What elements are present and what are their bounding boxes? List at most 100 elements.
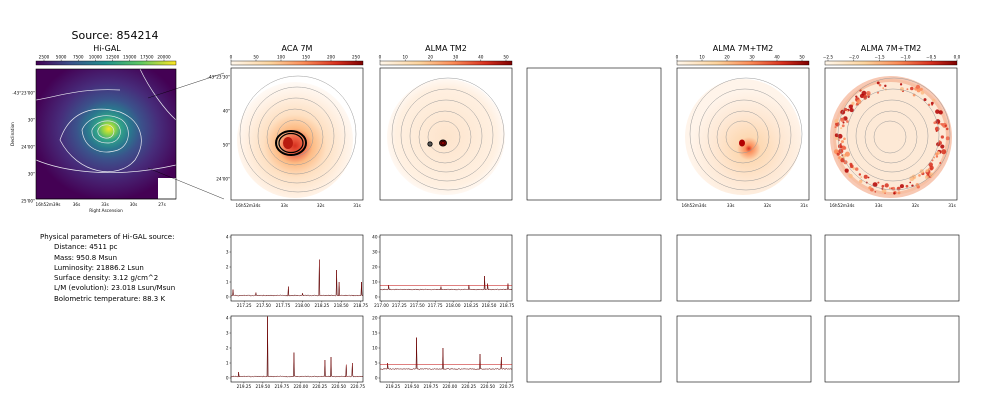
colorbar-tick-label: 30 [453,55,459,60]
y-tick-label: 20 [372,316,378,321]
emission-blob [928,162,933,167]
emission-blob [881,188,887,194]
emission-blob [935,152,939,156]
y-tick-label: 40 [372,235,378,240]
emission-blob [834,133,839,138]
emission-blob [840,158,845,163]
emission-blob [849,108,854,113]
emission-blob [910,86,914,91]
x-tick-label: 220.50 [480,384,495,389]
ra-tick-label: 33s [875,203,883,208]
emission-blob [846,120,849,123]
empty-panel-4 [824,234,960,302]
empty-panel-6 [676,315,812,383]
colorbar-tick-label: 20 [428,55,434,60]
x-tick-label: 217.50 [256,303,271,308]
emission-blob [940,135,944,139]
aca7m-title: ACA 7M [282,44,313,53]
emission-blob [844,151,850,157]
dec-tick-label: 50" [223,143,230,148]
x-tick-label: 220.00 [442,384,457,389]
colorbar-tick-label: 150 [302,55,310,60]
spectrum-tm2-spw2: 0 5 10 15 20 219.25 219.50 219.75 220.00 220.25 22… [372,316,514,390]
y-tick-label: 0 [375,295,378,300]
emission-blob [849,164,854,169]
y-tick-label: 3 [226,250,229,255]
y-tick-label: 3 [226,331,229,336]
x-tick-label: 220.25 [312,384,327,389]
colorbar-tick-label: 40 [478,55,484,60]
y-tick-label: 10 [372,346,378,351]
emission-blob [859,93,865,99]
colorbar-tick-label: 12500 [106,55,120,60]
empty-panel-3 [676,234,812,302]
param-lm-evolution: L/M (evolution): 23.018 Lsun/Msun [54,284,176,293]
colorbar-tick-label: 10 [699,55,705,60]
spectrum-aca7m-spw1: 0 1 2 3 4 217.25 217.50 217.75 218.00 218.25 218.5… [226,235,369,309]
ra-tick-label: 31s [353,203,361,208]
emission-blob [840,140,844,144]
emission-blob [899,87,904,92]
x-tick-label: 217.75 [428,303,443,308]
x-tick-label: 220.50 [331,384,346,389]
spectrum-line-overlay [379,275,513,291]
x-tick-label: 217.25 [392,303,407,308]
emission-blob [840,109,846,115]
colorbar-tick-label: 30 [749,55,755,60]
y-tick-label: 0 [375,376,378,381]
y-tick-label: 15 [372,331,378,336]
dec-tick-label: 30" [28,118,35,123]
higal-contours [35,68,177,173]
colorbar-tick-label: 0 [230,55,233,60]
x-tick-label: 219.50 [405,384,420,389]
spectrum-frame [230,234,364,302]
x-tick-label: 217.75 [276,303,291,308]
emission-blob [834,126,837,129]
spectrum-frame [230,315,364,383]
ra-tick-label: 33s [727,203,735,208]
spectrum-frame [379,234,513,302]
x-tick-label: 217.50 [410,303,425,308]
emission-blob [842,121,845,124]
figure-title: Source: 854214 [72,29,159,42]
higal-ylabel: Declination [10,122,15,146]
emission-blob [860,176,863,178]
ra-tick-label: 32s [317,203,325,208]
higal-panel: Hi-GAL 2500 5000 7500 10000 12500 15000 17500 2… [10,44,225,213]
y-tick-label: 10 [372,280,378,285]
empty-panel-1 [526,67,662,201]
emission-blob [876,81,880,85]
emission-blob [884,84,887,88]
x-tick-label: 220.75 [350,384,365,389]
tm2-7m-log-colorbar [824,60,958,66]
dec-tick-label: 25'00" [21,199,35,204]
param-surface-density: Surface density: 3.12 g/cm^2 [54,274,159,283]
ra-tick-label: 16h52m34s [682,203,707,208]
tm2-panel: ALMA TM2 0 10 20 30 40 50 [379,44,513,201]
colorbar-tick-label: 17500 [140,55,154,60]
colorbar-tick-label: 20000 [157,55,171,60]
y-tick-label: 30 [372,250,378,255]
x-tick-label: 218.50 [482,303,497,308]
tm2-contours [391,77,505,191]
emission-blob [840,127,843,130]
x-tick-label: 218.75 [353,303,368,308]
param-luminosity: Luminosity: 21886.2 Lsun [54,263,144,272]
emission-blob [882,87,885,89]
param-bolometric-temperature: Bolometric temperature: 88.3 K [54,294,166,303]
emission-blob [918,174,921,177]
x-tick-label: 219.25 [237,384,252,389]
colorbar-tick-label: −2.0 [849,55,860,60]
emission-blob [897,191,901,195]
colorbar-tick-label: 40 [774,55,780,60]
spectrum-line-overlay [230,259,364,297]
dec-tick-label: 24'00" [216,177,230,182]
emission-blob [848,173,853,179]
dec-tick-label: -43°23'30" [207,75,230,80]
x-tick-label: 218.50 [334,303,349,308]
emission-blob [874,190,877,193]
spectrum-line-overlay [230,316,364,378]
emission-blob [938,110,943,115]
